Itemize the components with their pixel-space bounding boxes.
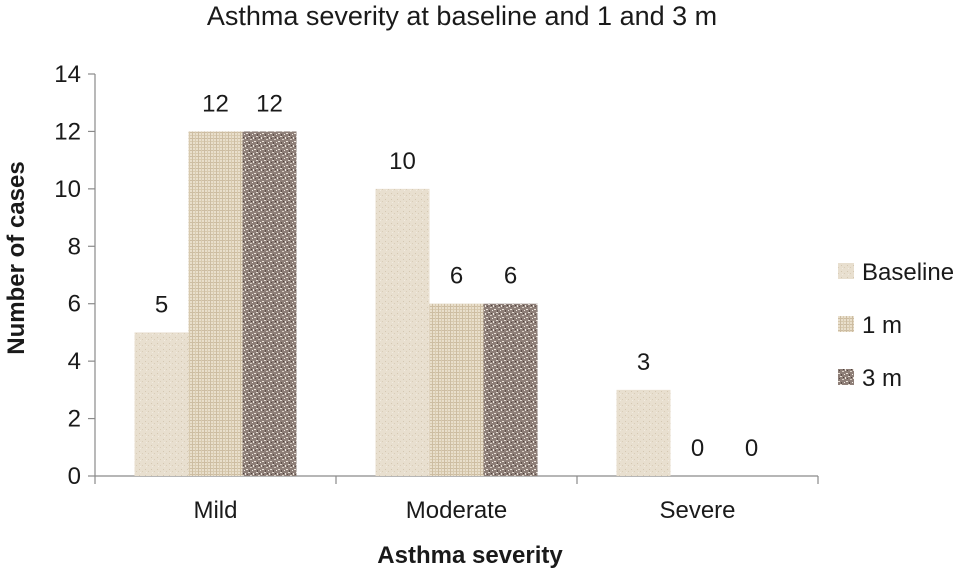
legend-label-1m: 1 m bbox=[862, 312, 902, 339]
data-label: 5 bbox=[155, 291, 168, 318]
data-label: 6 bbox=[504, 263, 517, 290]
bar-1m bbox=[188, 131, 243, 476]
y-tick-label: 10 bbox=[54, 176, 81, 203]
bar-1m bbox=[429, 303, 484, 476]
y-tick-label: 6 bbox=[68, 291, 81, 318]
data-label: 6 bbox=[450, 263, 463, 290]
legend-swatch-1m bbox=[838, 316, 854, 332]
y-tick-label: 8 bbox=[68, 233, 81, 260]
y-tick-label: 4 bbox=[68, 348, 81, 375]
y-tick-label: 14 bbox=[54, 61, 81, 88]
y-tick-label: 12 bbox=[54, 118, 81, 145]
bar-baseline bbox=[616, 389, 671, 476]
x-tick-label: Severe bbox=[659, 497, 735, 524]
legend: Baseline 1 m 3 m bbox=[838, 259, 954, 392]
data-label: 12 bbox=[202, 90, 229, 117]
bar-3m bbox=[242, 131, 297, 476]
legend-swatch-3m bbox=[838, 369, 854, 385]
x-tick-label: Moderate bbox=[406, 497, 507, 524]
bar-3m bbox=[483, 303, 538, 476]
plot-area: 0 2 4 6 8 10 12 14 Mild 5 12 12 Moderate 10 6 6 Severe 3 0… bbox=[54, 61, 819, 524]
bar-baseline bbox=[375, 188, 430, 476]
legend-swatch-baseline bbox=[838, 263, 854, 279]
legend-label-baseline: Baseline bbox=[862, 259, 954, 286]
x-axis-title: Asthma severity bbox=[377, 542, 563, 569]
y-axis-title: Number of cases bbox=[3, 161, 30, 354]
bar-baseline bbox=[134, 332, 189, 476]
data-label: 10 bbox=[389, 148, 416, 175]
y-tick-label: 2 bbox=[68, 406, 81, 433]
data-label: 0 bbox=[691, 435, 704, 462]
legend-label-3m: 3 m bbox=[862, 365, 902, 392]
data-label: 3 bbox=[637, 349, 650, 376]
data-label: 12 bbox=[256, 90, 283, 117]
chart-title: Asthma severity at baseline and 1 and 3 … bbox=[207, 1, 717, 31]
data-label: 0 bbox=[745, 435, 758, 462]
y-tick-label: 0 bbox=[68, 463, 81, 490]
x-tick-label: Mild bbox=[193, 497, 237, 524]
